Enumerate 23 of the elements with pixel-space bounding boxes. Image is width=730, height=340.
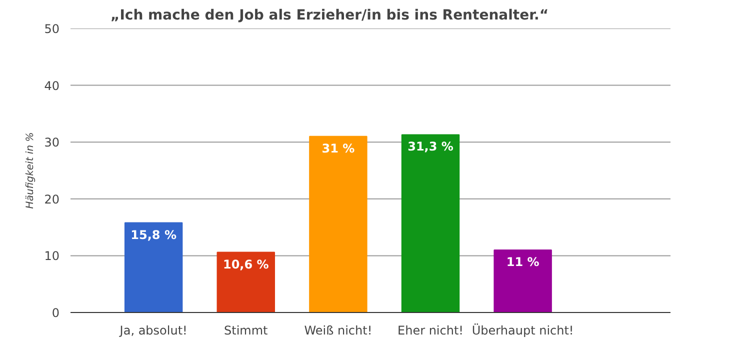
chart-title: „Ich mache den Job als Erzieher/in bis ins Rentenalter.“ (110, 8, 549, 24)
y-tick-label: 50 (44, 22, 60, 36)
data-label: 31 % (322, 141, 355, 156)
x-tick-label: Eher nicht! (398, 324, 464, 338)
data-label: 31,3 % (408, 140, 454, 154)
y-tick-label: 30 (44, 136, 60, 150)
y-tick-label: 20 (44, 192, 60, 206)
y-tick-label: 40 (44, 78, 60, 93)
data-label: 15,8 % (130, 228, 176, 242)
x-tick-label: Ja, absolut! (118, 324, 188, 338)
y-tick-label: 0 (52, 306, 60, 320)
bar (401, 134, 460, 312)
bar (309, 136, 368, 312)
x-tick-label: Weiß nicht! (304, 324, 372, 338)
y-axis-title: Häufigkeit in % (25, 132, 36, 209)
data-label: 10,6 % (222, 257, 269, 272)
x-tick-label: Überhaupt nicht! (472, 324, 574, 338)
x-tick-label: Stimmt (224, 324, 268, 338)
bar (494, 250, 552, 312)
y-tick-label: 10 (44, 249, 60, 264)
bar (216, 252, 275, 312)
data-label: 11 % (506, 255, 540, 270)
bar (124, 222, 183, 312)
